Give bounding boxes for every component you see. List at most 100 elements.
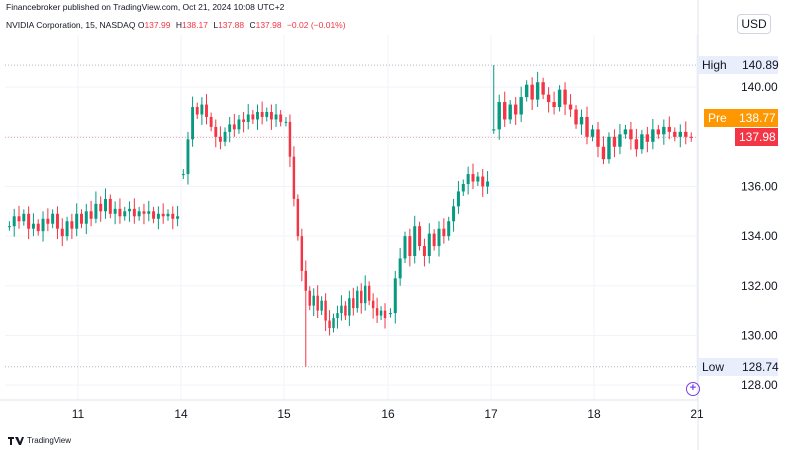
candle-body [147,211,151,214]
candle-body [519,97,523,115]
candle-body [667,126,672,132]
candle-body [673,131,677,137]
candle-body [108,198,112,214]
candle-body [200,104,204,115]
candle-body [132,208,136,217]
candle-body [634,139,639,150]
candle-body [324,300,327,321]
candle-body [27,213,31,229]
currency-button[interactable]: USD [737,14,771,34]
footer-brand-text: TradingView [27,436,72,445]
candle-body [31,223,35,229]
candle-body [393,278,397,314]
candle-body [596,129,600,147]
y-tick-label: 132.00 [741,279,778,293]
candle-body [356,290,359,309]
candle-body [579,116,584,125]
candle-body [320,300,323,311]
candle-body [447,221,451,237]
candle-body [471,174,475,182]
candle-body [590,129,595,137]
candle-body [418,226,422,247]
candle-body [524,84,529,98]
candle-body [316,295,319,311]
candle-body [508,104,512,120]
candle-body [84,211,88,224]
candle-body [452,206,456,222]
candle-body [65,221,69,237]
candle-body [242,119,246,122]
candle-body [442,228,446,237]
candle-body [601,146,606,160]
candle-body [195,107,199,115]
candle-body [191,107,195,140]
candle-body [461,184,465,192]
candle-body [22,213,26,222]
candle-body [340,305,343,314]
candle-body [352,298,355,309]
high-tag-label: High [698,56,738,75]
candle-body [678,131,682,137]
candle-body [375,308,379,316]
candle-body [176,216,180,219]
last-price-tag: 137.98 [735,128,778,147]
candle-body [251,114,255,120]
candle-body [568,104,573,110]
candle-body [383,310,387,319]
candle-body [36,223,40,232]
close-value: 137.98 [255,20,282,30]
x-tick-label: 14 [174,407,188,421]
candle-body [128,208,132,212]
candle-body [371,300,375,309]
candle-body [99,203,103,212]
candle-body [398,258,402,279]
candle-body [348,298,351,316]
candle-body [651,129,655,142]
candle-body [218,136,222,142]
candle-body [645,134,650,142]
high-tag-value: 140.89 [738,56,779,75]
candle-body [403,236,407,259]
candle-body [344,305,347,316]
y-tick-label: 136.00 [741,179,778,193]
pre-tag-label: Pre [704,108,735,127]
tradingview-logo-icon [8,436,24,445]
symbol-legend: NVIDIA Corporation, 15, NASDAQ O137.99 H… [6,20,349,30]
candle-body [161,213,165,217]
y-tick-label: 128.00 [741,378,778,392]
change-value: −0.02 (−0.01%) [286,20,346,30]
candle-body [142,211,146,214]
candle-body [662,126,666,135]
footer-brand: TradingView [8,436,71,445]
candle-body [388,313,392,315]
candle-body [46,218,50,224]
candle-body [312,295,315,306]
x-tick-label: 18 [587,407,601,421]
candle-body [296,198,300,237]
candle-body [51,213,55,224]
add-plus-icon[interactable]: + [686,382,700,396]
candle-body [89,211,93,219]
candle-body [274,114,278,120]
candle-body [585,116,589,137]
candle-body [279,114,283,122]
candle-body [79,213,83,224]
candle-body [367,285,371,301]
candle-body [607,136,611,160]
candle-body [437,228,441,247]
candle-body [223,131,227,142]
candle-body [7,226,11,228]
candle-body [288,121,292,157]
low-label: L [213,20,219,30]
candle-body [60,228,64,237]
published-caption: Financebroker published on TradingView.c… [6,2,285,12]
candle-body [530,84,534,100]
candle-body [17,216,21,222]
candle-body [12,216,16,227]
candle-body [623,129,628,135]
candle-body [363,285,367,304]
candle-body [181,174,185,176]
low-tag-label: Low [698,357,738,376]
candle-body [284,121,288,123]
